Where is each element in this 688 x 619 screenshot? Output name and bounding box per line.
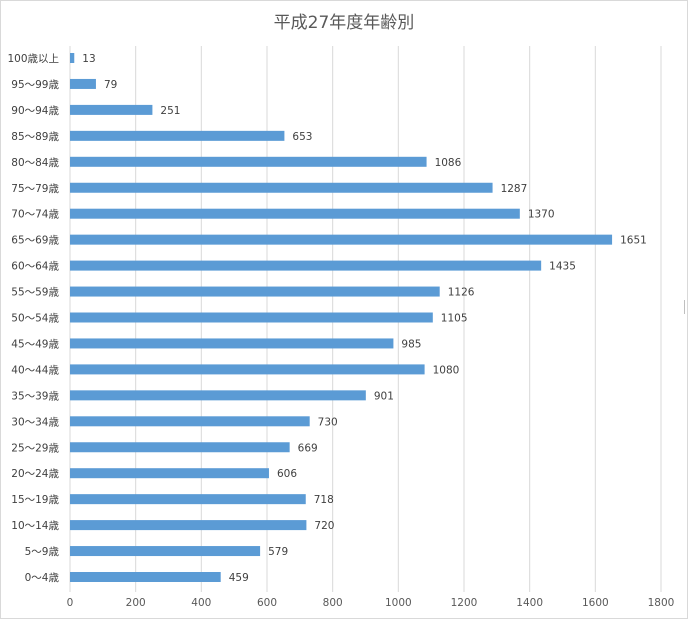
bar[interactable] [70, 130, 285, 141]
category-label: 50～54歳 [11, 313, 59, 325]
x-tick-label: 600 [257, 597, 277, 609]
data-label: 720 [314, 520, 334, 532]
bar[interactable] [70, 416, 310, 427]
bar[interactable] [70, 234, 613, 245]
category-label: 35～39歳 [11, 390, 59, 402]
x-tick-label: 200 [126, 597, 146, 609]
category-label: 40～44歳 [11, 364, 59, 376]
category-label: 25～29歳 [11, 442, 59, 454]
bar[interactable] [70, 572, 221, 582]
category-label: 20～24歳 [11, 468, 59, 480]
data-label: 459 [229, 572, 249, 584]
bar[interactable] [70, 182, 493, 193]
data-label: 1370 [528, 209, 555, 221]
category-label: 65～69歳 [11, 235, 59, 247]
bar[interactable] [70, 260, 542, 271]
x-tick-label: 800 [323, 597, 343, 609]
data-label: 1105 [441, 313, 468, 325]
category-label: 95～99歳 [11, 79, 59, 91]
bar[interactable] [70, 156, 427, 167]
data-label: 579 [268, 546, 288, 558]
category-label: 70～74歳 [11, 209, 59, 221]
bar[interactable] [70, 78, 96, 89]
bar[interactable] [70, 364, 425, 375]
bar[interactable] [70, 468, 269, 479]
category-label: 30～34歳 [11, 416, 59, 428]
data-label: 251 [160, 105, 180, 117]
category-label: 90～94歳 [11, 105, 59, 117]
category-label: 55～59歳 [11, 287, 59, 299]
x-tick-label: 0 [67, 597, 74, 609]
resize-handle[interactable] [684, 300, 688, 314]
data-label: 730 [318, 416, 338, 428]
chart-title: 平成27年度年齢別 [273, 13, 415, 33]
data-label: 985 [401, 338, 421, 350]
bar[interactable] [70, 104, 153, 115]
category-label: 15～19歳 [11, 494, 59, 506]
category-label: 10～14歳 [11, 520, 59, 532]
category-label: 80～84歳 [11, 157, 59, 169]
x-tick-label: 1200 [451, 597, 478, 609]
bar[interactable] [70, 546, 261, 557]
data-label: 669 [298, 442, 318, 454]
bar[interactable] [70, 208, 520, 219]
bar[interactable] [70, 390, 366, 401]
x-tick-label: 1000 [385, 597, 412, 609]
data-label: 1435 [549, 261, 576, 273]
data-label: 1080 [433, 364, 460, 376]
data-label: 1287 [501, 183, 528, 195]
bar[interactable] [70, 53, 75, 63]
bar[interactable] [70, 338, 394, 349]
data-label: 1651 [620, 235, 647, 247]
data-label: 1126 [448, 287, 475, 299]
category-label: 0～4歳 [25, 572, 60, 584]
data-label: 718 [314, 494, 334, 506]
x-tick-label: 400 [191, 597, 211, 609]
category-label: 5～9歳 [25, 546, 60, 558]
x-tick-label: 1600 [582, 597, 609, 609]
data-label: 606 [277, 468, 297, 480]
x-tick-label: 1400 [516, 597, 543, 609]
x-tick-label: 1800 [648, 597, 675, 609]
data-label: 13 [82, 53, 95, 65]
data-label: 79 [104, 79, 117, 91]
bar[interactable] [70, 494, 306, 505]
category-label: 60～64歳 [11, 261, 59, 273]
bar[interactable] [70, 312, 433, 323]
data-label: 901 [374, 390, 394, 402]
category-label: 100歳以上 [7, 53, 59, 65]
data-label: 1086 [435, 157, 462, 169]
bar[interactable] [70, 442, 290, 453]
bar[interactable] [70, 520, 307, 531]
data-label: 653 [292, 131, 312, 143]
category-label: 75～79歳 [11, 183, 59, 195]
category-label: 85～89歳 [11, 131, 59, 143]
bar[interactable] [70, 286, 440, 297]
category-label: 45～49歳 [11, 338, 59, 350]
